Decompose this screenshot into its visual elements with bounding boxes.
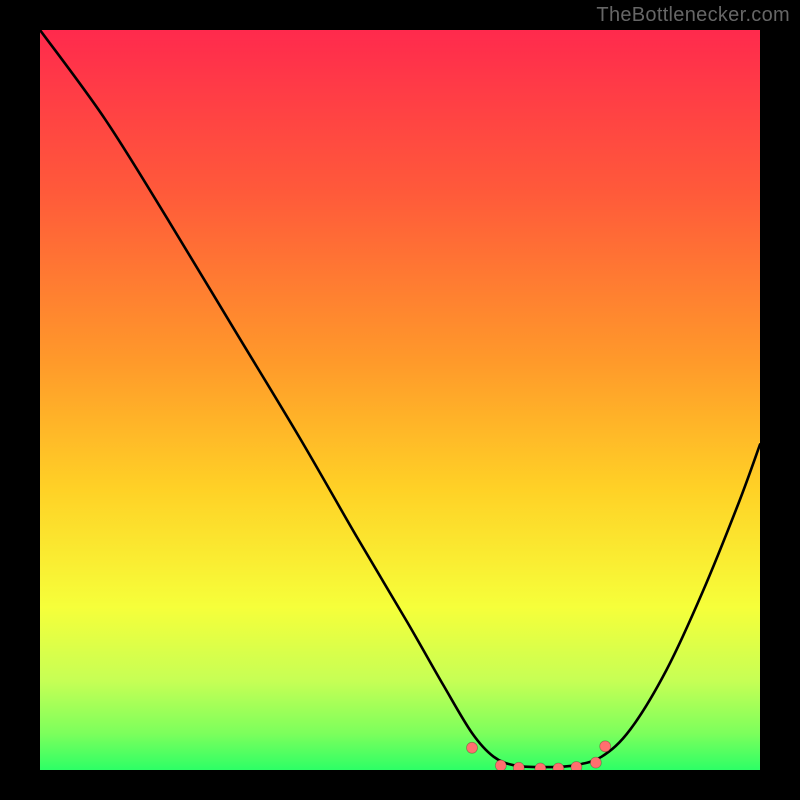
valley-marker <box>495 760 506 771</box>
valley-marker <box>590 757 601 768</box>
plot-area <box>40 30 760 770</box>
valley-marker <box>600 741 611 752</box>
watermark-text: TheBottlenecker.com <box>596 4 790 27</box>
chart-stage: TheBottlenecker.com <box>0 0 800 800</box>
valley-marker <box>467 742 478 753</box>
chart-svg <box>0 0 800 800</box>
